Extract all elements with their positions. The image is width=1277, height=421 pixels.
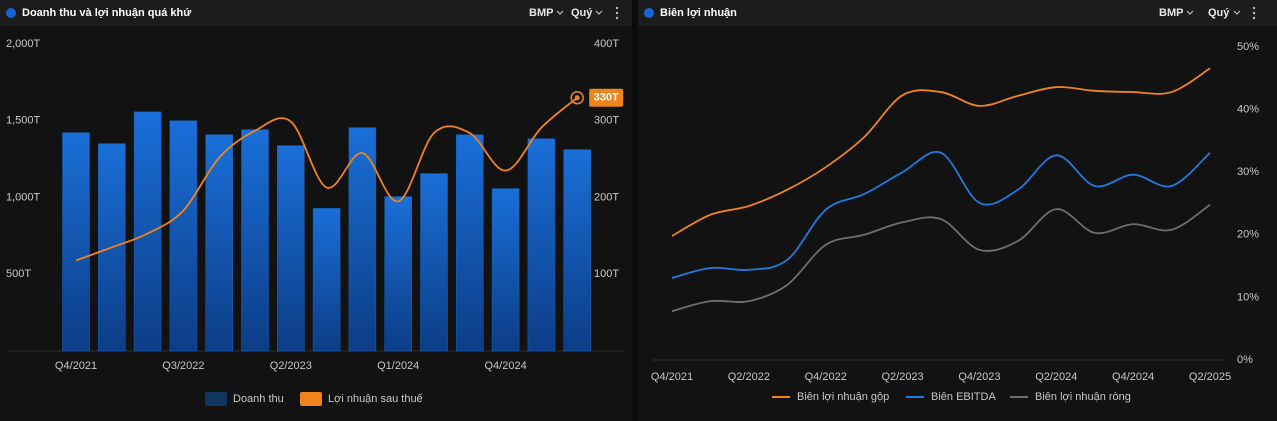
x-tick-label: Q4/2023 (958, 371, 1000, 383)
bar (312, 208, 341, 352)
x-tick-label: Q2/2024 (1035, 371, 1077, 383)
legend-swatch (205, 392, 227, 406)
chevron (556, 10, 564, 15)
legend-label: Biên lợi nhuận gộp (797, 391, 889, 403)
period-select[interactable]: Quý (571, 7, 593, 19)
x-tick-label: Q4/2021 (651, 371, 693, 383)
y-tick-label: 0% (1237, 354, 1253, 366)
x-tick-label: Q4/2024 (484, 360, 526, 372)
x-tick-label: Q3/2022 (162, 360, 204, 372)
header-left (0, 0, 632, 26)
value-label: 330T (594, 92, 619, 104)
x-tick-label: Q2/2025 (1189, 371, 1231, 383)
y-tick-label: 10% (1237, 291, 1259, 303)
panel-title: Biên lợi nhuận (660, 7, 737, 19)
y2-tick-label: 200T (594, 191, 619, 203)
point-marker-dot (574, 95, 580, 101)
x-tick-label: Q2/2023 (881, 371, 923, 383)
menu-icon[interactable] (1252, 6, 1256, 20)
bar (241, 129, 269, 352)
y-tick-label: 1,000T (6, 191, 41, 203)
period-select[interactable]: Quý (1208, 7, 1230, 19)
bar (456, 134, 484, 352)
legend-label: Doanh thu (233, 393, 284, 405)
ticker-select[interactable]: BMP (529, 7, 553, 19)
bar (169, 120, 198, 352)
bar (348, 127, 377, 352)
y-tick-label: 2,000T (6, 38, 41, 50)
line (671, 150, 1211, 279)
header-dot (644, 8, 654, 18)
point-marker (570, 90, 584, 105)
bar (491, 188, 520, 352)
x-tick-label: Q4/2022 (805, 371, 847, 383)
bar (62, 132, 90, 352)
header-right (638, 0, 1277, 26)
chevron (1233, 10, 1241, 15)
x-tick-label: Q4/2024 (1112, 371, 1154, 383)
bar (277, 145, 305, 352)
y-tick-label: 1,500T (6, 115, 41, 127)
bar (420, 173, 448, 352)
y2-tick-label: 300T (594, 115, 619, 127)
panel-title: Doanh thu và lợi nhuận quá khứ (22, 7, 191, 19)
bar (563, 149, 591, 352)
legend-label: Lợi nhuận sau thuế (328, 393, 423, 405)
bar (133, 111, 162, 352)
y2-tick-label: 400T (594, 38, 619, 50)
line (75, 97, 578, 262)
x-tick-label: Q4/2021 (55, 360, 97, 372)
line (671, 67, 1211, 237)
chevron (595, 10, 603, 15)
ticker-select[interactable]: BMP (1159, 7, 1183, 19)
y-tick-label: 30% (1237, 166, 1259, 178)
bar (205, 134, 233, 352)
menu-icon[interactable] (615, 6, 619, 20)
y-tick-label: 50% (1237, 41, 1259, 53)
y2-tick-label: 100T (594, 268, 619, 280)
bar (384, 196, 412, 352)
x-tick-label: Q2/2023 (270, 360, 312, 372)
legend-label: Biên lợi nhuận ròng (1035, 391, 1131, 403)
line (671, 203, 1211, 313)
y-tick-label: 500T (6, 268, 31, 280)
y-tick-label: 20% (1237, 229, 1259, 241)
legend-label: Biên EBITDA (931, 391, 996, 403)
legend-swatch (300, 392, 322, 406)
bar (527, 138, 556, 352)
panel-right (638, 0, 1277, 421)
x-tick-label: Q2/2022 (728, 371, 770, 383)
y-tick-label: 40% (1237, 104, 1259, 116)
x-tick-label: Q1/2024 (377, 360, 419, 372)
value-label-box (589, 88, 624, 107)
header-dot (6, 8, 16, 18)
chevron (1186, 10, 1194, 15)
